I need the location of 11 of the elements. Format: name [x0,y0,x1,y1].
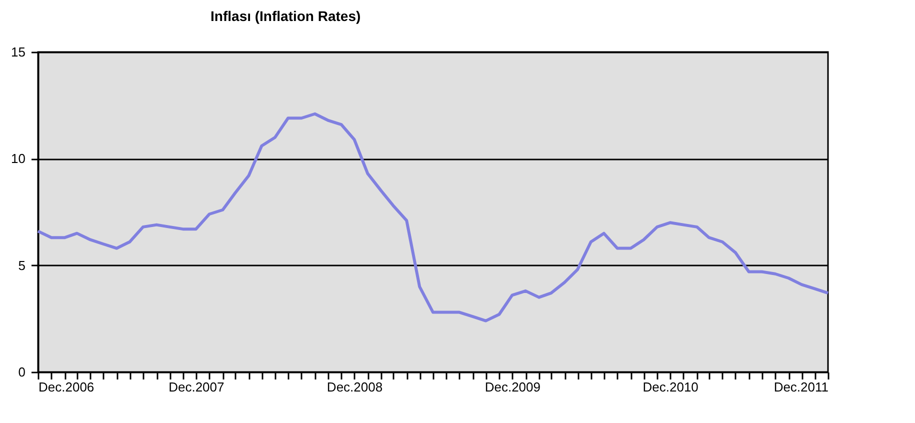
x-tick-label: Dec.2009 [484,380,540,394]
y-tick-label: 0 [18,364,26,380]
x-tick-label: Dec.2010 [642,380,698,394]
y-tick-label: 15 [11,44,26,60]
x-tick-label: Dec.2007 [168,380,224,394]
x-tick-label: Dec.2011 [774,380,828,394]
chart-title: Inflası (Inflation Rates) [210,8,361,24]
y-tick-label: 5 [18,258,26,273]
y-tick-label: 10 [11,151,26,166]
x-tick-label: Dec.2006 [38,380,94,394]
x-tick-label: Dec.2008 [326,380,383,394]
